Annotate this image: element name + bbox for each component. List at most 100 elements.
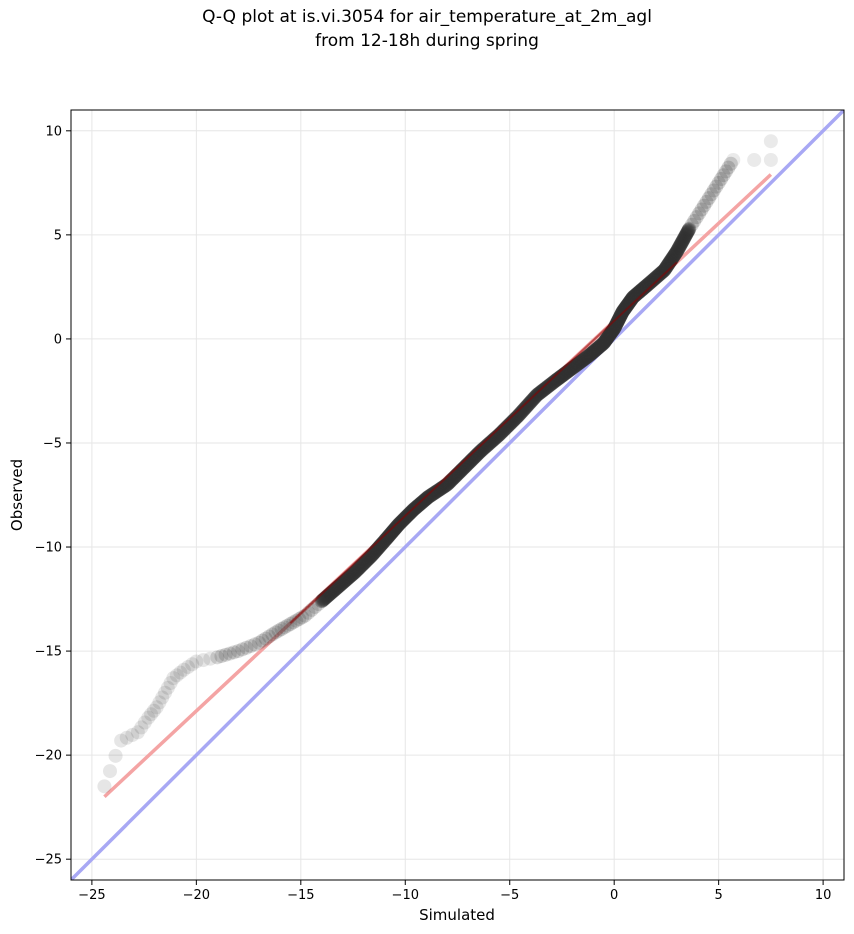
quantile-point: [597, 335, 612, 350]
quantile-point: [344, 567, 359, 582]
quantile-point: [714, 172, 729, 187]
quantile-point: [548, 373, 563, 388]
quantile-point: [540, 380, 555, 395]
quantile-point: [706, 183, 721, 198]
quantile-point: [679, 226, 694, 241]
quantile-point: [363, 549, 378, 564]
quantile-point: [634, 283, 649, 298]
quantile-point: [659, 260, 674, 275]
quantile-point: [546, 375, 561, 390]
quantile-point: [348, 565, 363, 579]
quantile-point: [185, 657, 200, 672]
quantile-point: [108, 748, 123, 763]
quantile-point: [573, 355, 588, 370]
quantile-point: [616, 303, 631, 318]
quantile-point: [397, 512, 412, 527]
quantile-point: [635, 282, 650, 297]
quantile-point: [574, 354, 589, 369]
quantile-point: [341, 570, 356, 585]
quantile-point: [203, 651, 218, 666]
quantile-point: [360, 552, 375, 567]
quantile-point: [634, 282, 649, 297]
quantile-point: [763, 134, 778, 149]
quantile-point: [618, 300, 633, 315]
quantile-point: [644, 274, 659, 289]
quantile-point: [571, 356, 586, 371]
quantile-point: [265, 627, 280, 642]
quantile-point: [640, 277, 655, 292]
quantile-point: [295, 610, 310, 625]
quantile-point: [567, 359, 582, 374]
quantile-point: [398, 510, 413, 525]
quantile-point: [621, 297, 636, 312]
quantile-point: [521, 396, 536, 411]
quantile-point: [611, 313, 626, 328]
quantile-point: [603, 327, 618, 342]
quantile-point: [255, 633, 270, 648]
quantile-point: [346, 566, 361, 581]
quantile-point: [596, 336, 611, 351]
quantile-point: [274, 622, 289, 637]
quantile-point: [643, 275, 658, 290]
quantile-point: [379, 531, 394, 546]
quantile-point: [678, 229, 693, 244]
quantile-point: [622, 294, 637, 309]
quantile-point: [586, 345, 601, 360]
quantile-point: [617, 301, 632, 316]
quantile-point: [403, 505, 418, 520]
quantile-point: [189, 654, 204, 669]
quantile-point: [231, 644, 246, 659]
quantile-point: [648, 270, 663, 285]
quantile-point: [252, 635, 267, 650]
quantile-point: [747, 152, 762, 167]
quantile-point: [666, 249, 681, 264]
quantile-point: [525, 392, 540, 407]
quantile-point: [641, 276, 656, 291]
quantile-point: [547, 374, 562, 389]
quantile-point: [335, 576, 350, 591]
quantile-point: [152, 695, 167, 710]
quantile-point: [421, 489, 436, 504]
quantile-point: [633, 284, 648, 299]
quantile-point: [415, 494, 430, 509]
quantile-point: [401, 508, 416, 523]
y-tick-label: 5: [54, 228, 62, 243]
x-tick-label: −10: [392, 888, 419, 903]
quantile-point: [667, 247, 682, 262]
x-tick-label: −5: [500, 888, 519, 903]
quantile-point: [97, 779, 112, 794]
quantile-point: [362, 550, 377, 565]
quantile-point: [542, 378, 557, 393]
plot-frame: [70, 109, 845, 881]
quantile-point: [390, 519, 405, 534]
quantile-point: [429, 484, 444, 499]
quantile-point: [403, 505, 418, 520]
quantile-point: [654, 265, 669, 280]
quantile-point: [218, 647, 233, 662]
chart-title: Q-Q plot at is.vi.3054 for air_temperatu…: [202, 7, 652, 27]
y-axis-label: Observed: [8, 459, 26, 531]
quantile-point: [351, 561, 366, 576]
quantile-point: [723, 156, 738, 171]
y-tick-label: −20: [35, 749, 62, 764]
quantile-point: [166, 671, 181, 686]
quantile-point: [699, 194, 714, 209]
quantile-point: [620, 297, 635, 312]
quantile-point: [511, 408, 526, 423]
quantile-point: [680, 225, 695, 240]
quantile-point: [611, 312, 626, 327]
quantile-point: [578, 350, 593, 365]
quantile-point: [582, 348, 597, 363]
quantile-point: [642, 276, 657, 291]
quantile-point: [334, 576, 349, 591]
quantile-point: [247, 637, 262, 652]
quantile-point: [653, 266, 668, 281]
x-tick-label: −25: [78, 888, 105, 903]
quantile-point: [665, 250, 680, 265]
quantile-point: [647, 272, 662, 287]
quantile-point: [576, 352, 591, 367]
quantile-point: [593, 338, 608, 353]
quantile-point: [619, 298, 634, 313]
quantile-point: [292, 612, 307, 627]
quantile-point: [604, 324, 619, 339]
